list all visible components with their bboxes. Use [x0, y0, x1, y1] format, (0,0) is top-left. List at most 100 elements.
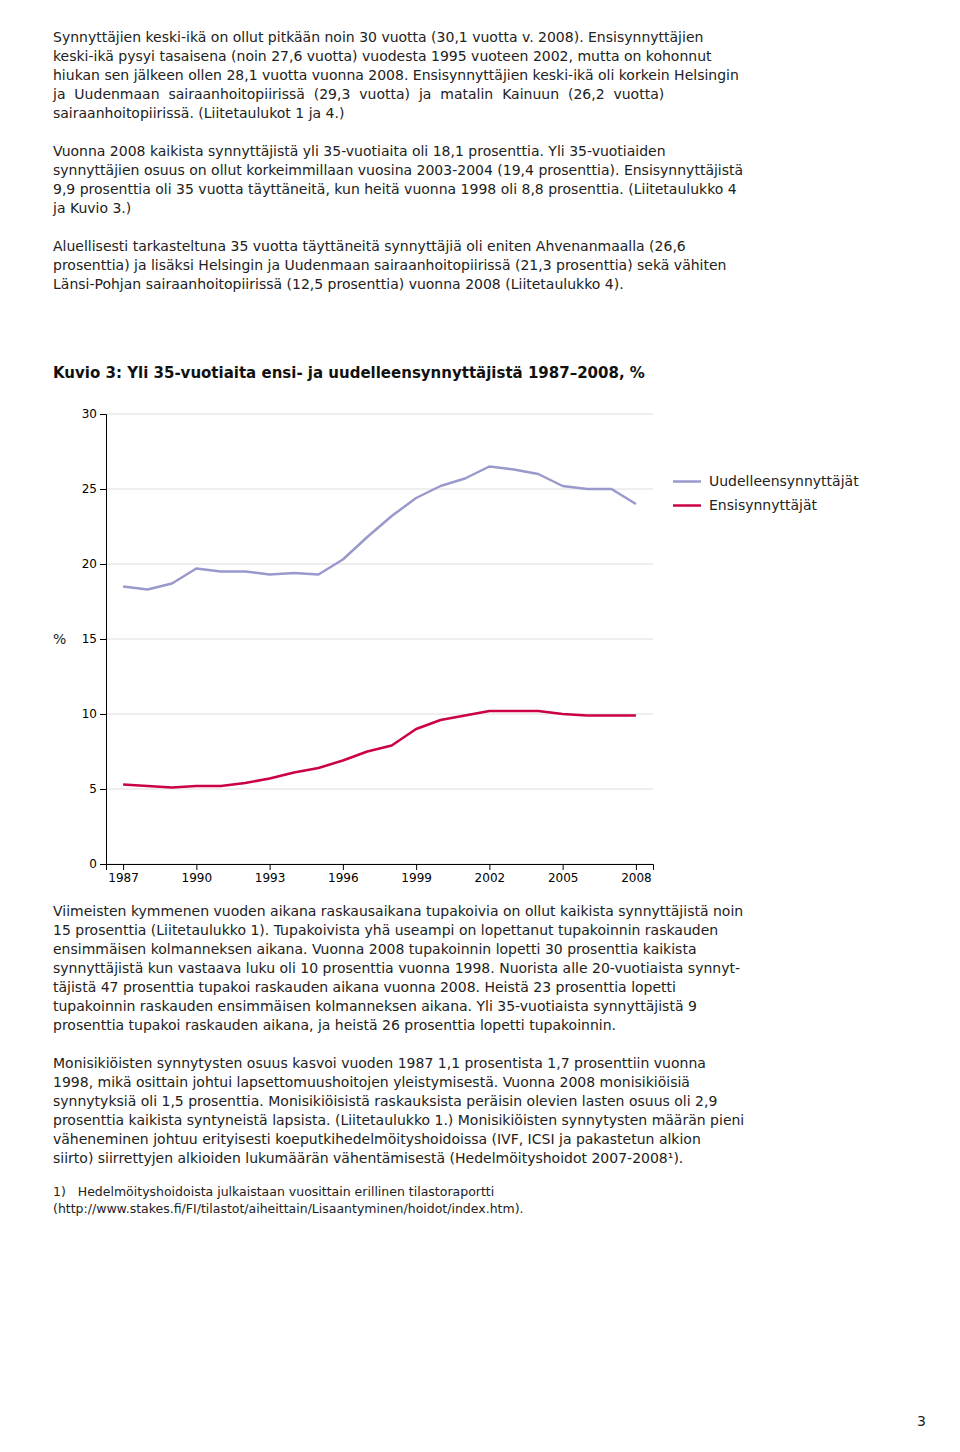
- page: Synnyttäjien keski-ikä on ollut pitkään …: [0, 0, 960, 1452]
- tick: 25: [82, 482, 106, 496]
- tick-mark: [123, 864, 124, 870]
- grid-line: [106, 489, 653, 490]
- footnote-line: 1) Hedelmöityshoidoista julkaistaan vuos…: [53, 1184, 494, 1199]
- legend-swatch: [673, 480, 701, 483]
- paragraph-line: Viimeisten kymmenen vuoden aikana raskau…: [53, 903, 743, 919]
- paragraph-line: hiukan sen jälkeen ollen 28,1 vuotta vuo…: [53, 67, 739, 83]
- tick-label: 2002: [475, 871, 506, 885]
- paragraph-line: 15 prosenttia (Liitetaulukko 1). Tupakoi…: [53, 922, 718, 938]
- tick-mark: [100, 864, 106, 865]
- legend-label: Uudelleensynnyttäjät: [709, 473, 859, 489]
- tick-label: 1996: [328, 871, 359, 885]
- chart: 1987 1990 1993 1996 1999 2002 2005 2008 0 5 10 15 20…: [53, 407, 859, 884]
- tick-mark: [100, 789, 106, 790]
- paragraph-line: ensimmäisen kolmanneksen aikana. Vuonna …: [53, 941, 696, 957]
- paragraph-line: Monisikiöisten synnytysten osuus kasvoi …: [53, 1055, 706, 1071]
- paragraph-line: prosenttia tupakoi raskauden aikana, ja …: [53, 1017, 616, 1033]
- tick-label: 2008: [621, 871, 652, 885]
- y-axis-label: %: [53, 631, 66, 647]
- paragraph-line: siirto) siirrettyjen alkioiden lukumäärä…: [53, 1150, 683, 1166]
- tick-mark: [100, 414, 106, 415]
- tick-label: 5: [89, 782, 97, 796]
- tick-mark: [100, 489, 106, 490]
- tick-label: 1999: [401, 871, 432, 885]
- paragraph-line: Länsi-Pohjan sairaanhoitopiirissä (12,5 …: [53, 276, 624, 292]
- tick: 20: [82, 557, 106, 571]
- tick: 0: [89, 857, 106, 871]
- page-number: 3: [917, 1413, 926, 1429]
- tick: 10: [82, 707, 106, 721]
- chart-title: Kuvio 3: Yli 35-vuotiaita ensi- ja uudel…: [53, 364, 645, 382]
- axis-line: [100, 415, 107, 865]
- tick-mark: [489, 864, 490, 870]
- paragraph-line: synnytyksiä oli 1,5 prosenttia. Monisiki…: [53, 1093, 717, 1109]
- tick-mark: [636, 864, 637, 870]
- tick: 2008: [621, 864, 652, 885]
- tick: 1987: [108, 864, 139, 885]
- series-line: [123, 711, 636, 788]
- tick-mark: [270, 864, 271, 870]
- tick-mark: [563, 864, 564, 870]
- tick: 1999: [401, 864, 432, 885]
- grid-line: [106, 414, 653, 415]
- paragraph-line: prosenttia) ja lisäksi Helsingin ja Uude…: [53, 257, 726, 273]
- paragraph-line: sairaanhoitopiirissä. (Liitetaulukot 1 j…: [53, 105, 344, 121]
- x-axis: 1987 1990 1993 1996 1999 2002 2005 2008: [107, 864, 654, 885]
- tick-mark: [100, 714, 106, 715]
- legend-entry: Uudelleensynnyttäjät: [673, 473, 859, 489]
- paragraph-line: synnyttäjien osuus on ollut korkeimmilla…: [53, 162, 743, 178]
- paragraph-line: täjistä 47 prosenttia tupakoi raskauden …: [53, 979, 676, 995]
- tick-label: 25: [82, 482, 97, 496]
- paragraph-line: Synnyttäjien keski-ikä on ollut pitkään …: [53, 29, 703, 45]
- tick-label: 1990: [182, 871, 213, 885]
- grid-line: [106, 789, 653, 790]
- tick-mark: [196, 864, 197, 870]
- tick: 1993: [255, 864, 286, 885]
- axis-line: [107, 865, 654, 871]
- paragraph-line: ja Kuvio 3.): [52, 200, 131, 216]
- tick: 1990: [182, 864, 213, 885]
- paragraph-line: Aluellisesti tarkasteltuna 35 vuotta täy…: [53, 238, 686, 254]
- tick: 1996: [328, 864, 359, 885]
- paragraph-line: ja Uudenmaan sairaanhoitopiirissä (29,3 …: [52, 86, 664, 102]
- tick-label: 1993: [255, 871, 286, 885]
- paragraph-line: tupakoinnin raskauden ensimmäisen kolman…: [53, 998, 697, 1014]
- tick-label: 0: [89, 857, 97, 871]
- tick-mark: [343, 864, 344, 870]
- text-below: Viimeisten kymmenen vuoden aikana raskau…: [53, 903, 744, 1166]
- tick-mark: [416, 864, 417, 870]
- legend: Uudelleensynnyttäjät Ensisynnyttäjät: [673, 473, 859, 513]
- paragraph-line: keski-ikä pysyi tasaisena (noin 27,6 vuo…: [53, 48, 712, 64]
- paragraph-line: väheneminen johtuu erityisesti koeputkih…: [53, 1131, 701, 1147]
- tick: 5: [89, 782, 106, 796]
- plot-area: [123, 467, 636, 788]
- paragraph-line: 9,9 prosenttia oli 35 vuotta täyttäneitä…: [53, 181, 737, 197]
- tick: 2002: [475, 864, 506, 885]
- paragraph-line: Vuonna 2008 kaikista synnyttäjistä yli 3…: [53, 143, 666, 159]
- y-axis: 0 5 10 15 20 25 30: [82, 407, 107, 871]
- grid-line: [106, 564, 653, 565]
- legend-swatch: [673, 504, 701, 507]
- tick-label: 30: [82, 407, 97, 421]
- tick: 15: [82, 632, 106, 646]
- tick-label: 15: [82, 632, 97, 646]
- tick: 2005: [548, 864, 579, 885]
- tick-label: 10: [82, 707, 97, 721]
- footnote-line: (http://www.stakes.fi/FI/tilastot/aiheit…: [53, 1201, 524, 1216]
- footnote: 1) Hedelmöityshoidoista julkaistaan vuos…: [53, 1184, 524, 1216]
- legend-label: Ensisynnyttäjät: [709, 497, 818, 513]
- tick-label: 2005: [548, 871, 579, 885]
- grid: [106, 414, 653, 864]
- paragraph-line: 1998, mikä osittain johtui lapsettomuush…: [53, 1074, 690, 1090]
- tick: 30: [82, 407, 106, 421]
- tick-label: 20: [82, 557, 97, 571]
- series-line: [123, 467, 636, 590]
- legend-entry: Ensisynnyttäjät: [673, 497, 818, 513]
- tick-mark: [100, 639, 106, 640]
- grid-line: [106, 639, 653, 640]
- text-above: Synnyttäjien keski-ikä on ollut pitkään …: [52, 29, 743, 292]
- tick-label: 1987: [108, 871, 139, 885]
- tick-mark: [100, 564, 106, 565]
- paragraph-line: synnyttäjistä kun vastaava luku oli 10 p…: [53, 960, 740, 976]
- paragraph-line: prosenttia kaikista syntyneistä lapsista…: [53, 1112, 744, 1128]
